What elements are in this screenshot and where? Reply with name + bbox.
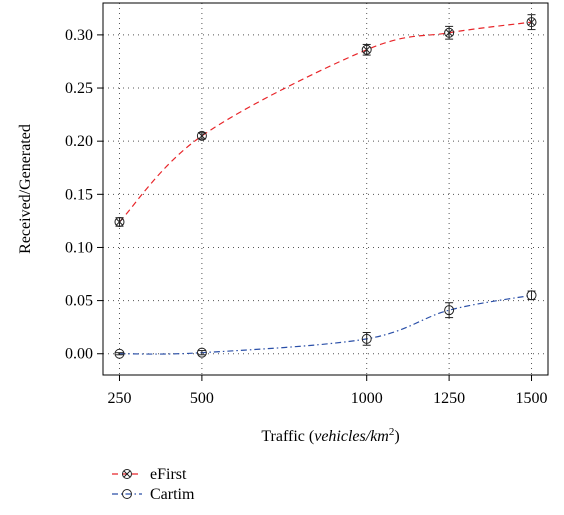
legend-label: Cartim [150,486,195,503]
marker-ring [526,17,537,28]
marker-circle-x [114,216,125,227]
y-tick-label: 0.15 [65,186,93,203]
marker-ring [196,347,207,358]
x-axis-label-sup: 2 [389,426,395,438]
marker-ring [361,333,372,344]
legend-item-cartim: Cartim [112,486,195,503]
x-tick-label: 500 [190,390,214,407]
y-tick-label: 0.30 [65,27,93,44]
marker-circle-x [444,27,455,38]
marker-ring [361,44,372,55]
y-tick-label: 0.00 [65,346,93,363]
marker-circle [526,290,537,301]
marker-cross [123,470,131,478]
x-axis-label-prefix: Traffic ( [261,428,314,445]
series-line [119,294,532,355]
marker-ring [114,348,125,359]
marker-ring [526,290,537,301]
axis-ticks: 0.00 0.05 0.10 0.15 0.20 0.25 0.30 250 500 1000 12… [65,27,548,407]
marker-circle [114,348,125,359]
y-tick-label: 0.25 [65,80,93,97]
series-efirst [114,14,537,227]
marker-circle-x [122,469,132,479]
error-bar [445,302,454,319]
grid [103,3,548,375]
plot-frame [102,2,549,376]
error-bar [115,352,124,356]
marker-cross [115,218,124,226]
y-tick-label: 0.10 [65,239,93,256]
x-axis-label-suffix: ) [394,428,399,445]
x-tick-label: 1250 [433,390,465,407]
marker-cross [445,29,453,37]
marker-ring [122,469,132,479]
x-axis-label-unit: vehicles/km [314,428,389,445]
legend: eFirst Cartim [112,466,195,503]
series-cartim [114,290,537,359]
y-axis-label: Received/Generated [17,124,34,254]
series-group [114,14,537,359]
marker-ring [444,27,455,38]
marker-circle [361,333,372,344]
legend-item-efirst: eFirst [112,466,187,483]
marker-circle [122,489,132,499]
legend-label: eFirst [150,466,187,483]
marker-circle-x [361,44,372,55]
marker-cross [198,132,206,140]
series-line [119,21,532,223]
error-bar [197,350,206,356]
marker-ring [444,305,455,316]
marker-circle [444,305,455,316]
y-tick-label: 0.20 [65,133,93,150]
marker-cross [527,18,536,26]
marker-ring [114,216,125,227]
marker-circle-x [526,17,537,28]
y-tick-label: 0.05 [65,293,93,310]
x-axis-label: Traffic (vehicles/km2) [261,426,399,445]
marker-circle [196,347,207,358]
x-tick-label: 1000 [351,390,383,407]
marker-ring [122,489,132,499]
x-tick-label: 1500 [516,390,548,407]
marker-cross [363,46,371,54]
marker-circle-x [196,130,207,141]
x-tick-label: 250 [107,390,131,407]
marker-ring [196,130,207,141]
